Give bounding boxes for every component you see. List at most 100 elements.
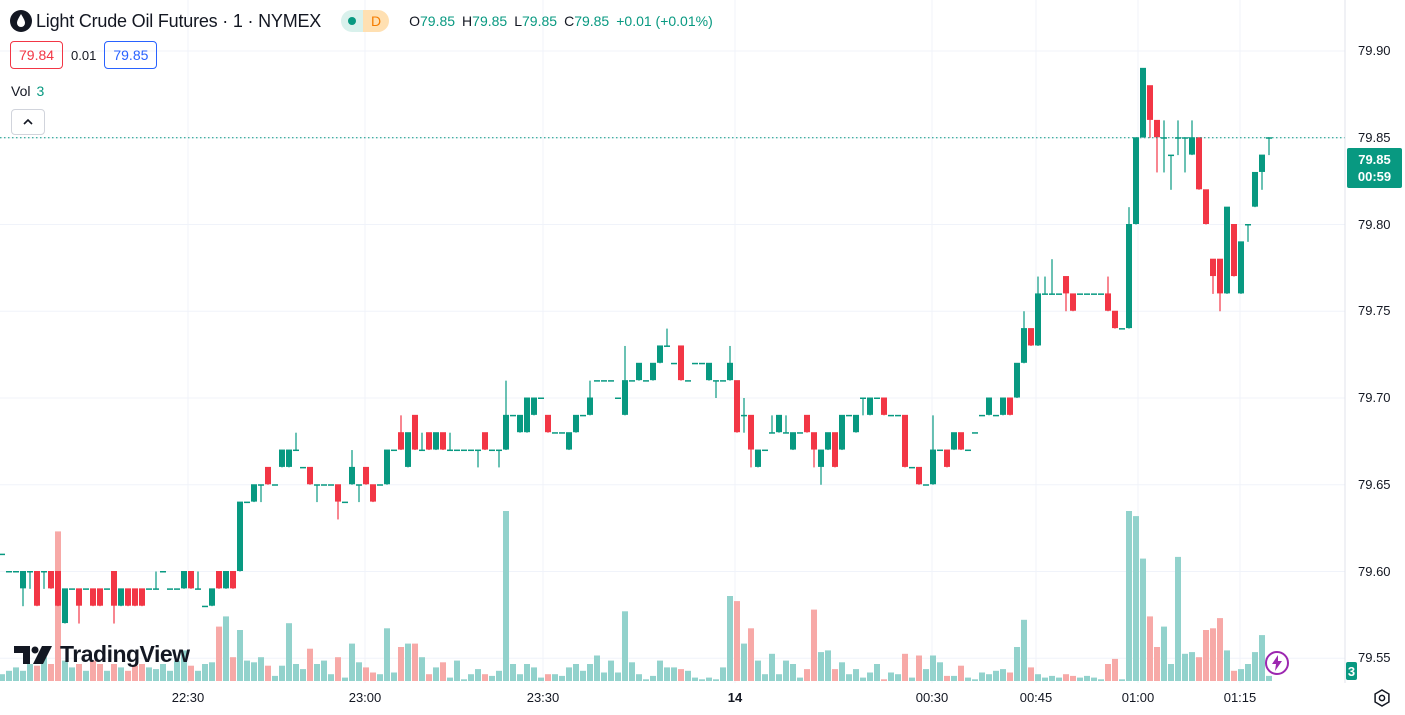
volume-bar (377, 674, 383, 681)
candle (636, 362, 642, 381)
volume-bar (846, 674, 852, 681)
candle (1070, 293, 1076, 312)
candle-body (972, 432, 978, 434)
candle (447, 432, 453, 452)
candle-body (1021, 328, 1027, 363)
low-label: L (514, 13, 523, 29)
volume-bar (1133, 516, 1139, 681)
candle-body (1028, 328, 1034, 346)
volume-bar (1126, 511, 1132, 681)
volume-bar (1175, 556, 1181, 681)
candle (1028, 328, 1034, 346)
volume-bar (27, 664, 33, 681)
volume-bar (104, 670, 110, 681)
candle (692, 362, 698, 365)
candle-body (944, 449, 950, 467)
candle-body (559, 432, 565, 434)
candle-body (272, 484, 278, 486)
candle (195, 571, 201, 590)
volume-bar (41, 657, 47, 681)
candle-body (923, 484, 929, 486)
candle (685, 380, 691, 382)
candle (874, 397, 880, 399)
candle-body (986, 397, 992, 415)
candle (265, 466, 271, 485)
candle-body (1154, 119, 1160, 138)
candle-body (650, 362, 656, 381)
volume-bar (636, 674, 642, 681)
candle (1119, 328, 1125, 330)
volume-bar (622, 611, 628, 681)
symbol-title[interactable]: Light Crude Oil Futures · 1 · NYMEX (36, 10, 322, 31)
candle (720, 380, 726, 382)
price-tick-label: 79.85 (1358, 129, 1391, 145)
candle-body (384, 449, 390, 485)
collapse-legend-button[interactable] (11, 109, 45, 135)
candle-body (664, 345, 670, 347)
candle (972, 432, 978, 434)
candle (958, 432, 964, 451)
volume-bar (216, 626, 222, 681)
tradingview-logo[interactable]: TradingView (14, 641, 190, 668)
candle (867, 397, 873, 416)
volume-bar (83, 670, 89, 681)
volume-bar (1147, 616, 1153, 681)
volume-bar (1007, 672, 1013, 681)
time-tick-label: 01:15 (1223, 690, 1257, 705)
volume-bar (762, 674, 768, 681)
candle (167, 588, 173, 590)
candle (1133, 137, 1139, 225)
volume-bar (20, 670, 26, 681)
candle (216, 571, 222, 589)
candle (384, 449, 390, 485)
candle-body (41, 571, 47, 573)
candle-body (1196, 137, 1202, 190)
volume-bar (909, 677, 915, 681)
volume-bar (1056, 677, 1062, 681)
volume-bar (356, 662, 362, 681)
volume-bar (1035, 674, 1041, 681)
candle (944, 449, 950, 468)
candle-body (286, 449, 292, 467)
candle-body (83, 588, 89, 590)
candle (762, 449, 768, 452)
volume-bar (90, 660, 96, 681)
sell-button[interactable]: 79.84 (10, 41, 64, 69)
candle (1224, 206, 1230, 294)
market-status-badge[interactable]: D (341, 10, 390, 32)
data-delay-badge: D (363, 10, 390, 32)
candle-body (566, 432, 572, 450)
volume-legend[interactable]: Vol 3 (11, 83, 44, 99)
lightning-icon[interactable] (1264, 650, 1290, 676)
price-tick-label: 79.75 (1358, 303, 1391, 319)
candle-body (300, 466, 306, 469)
settings-gear-icon[interactable] (1372, 688, 1392, 708)
candle-body (685, 380, 691, 382)
candle (1042, 276, 1048, 295)
volume-bar (1224, 650, 1230, 681)
candle-body (1224, 206, 1230, 294)
candle (1147, 85, 1153, 138)
candle-body (706, 362, 712, 381)
volume-bar (1119, 679, 1125, 681)
bar-countdown: 00:59 (1357, 169, 1392, 184)
candle-body (76, 588, 82, 606)
oil-drop-icon (10, 10, 32, 32)
volume-bar (979, 672, 985, 681)
buy-button[interactable]: 79.85 (104, 41, 158, 69)
candle (573, 414, 579, 433)
candle-body (307, 466, 313, 485)
candle-body (1098, 293, 1104, 295)
candle-body (839, 414, 845, 450)
candle (181, 571, 187, 589)
candle (251, 484, 257, 503)
candle-body (335, 484, 341, 502)
candle-body (860, 397, 866, 399)
volume-bar (461, 679, 467, 681)
candle (153, 571, 159, 590)
candle-body (174, 588, 180, 590)
volume-bar (965, 677, 971, 681)
candle (293, 432, 299, 452)
candle (776, 414, 782, 433)
